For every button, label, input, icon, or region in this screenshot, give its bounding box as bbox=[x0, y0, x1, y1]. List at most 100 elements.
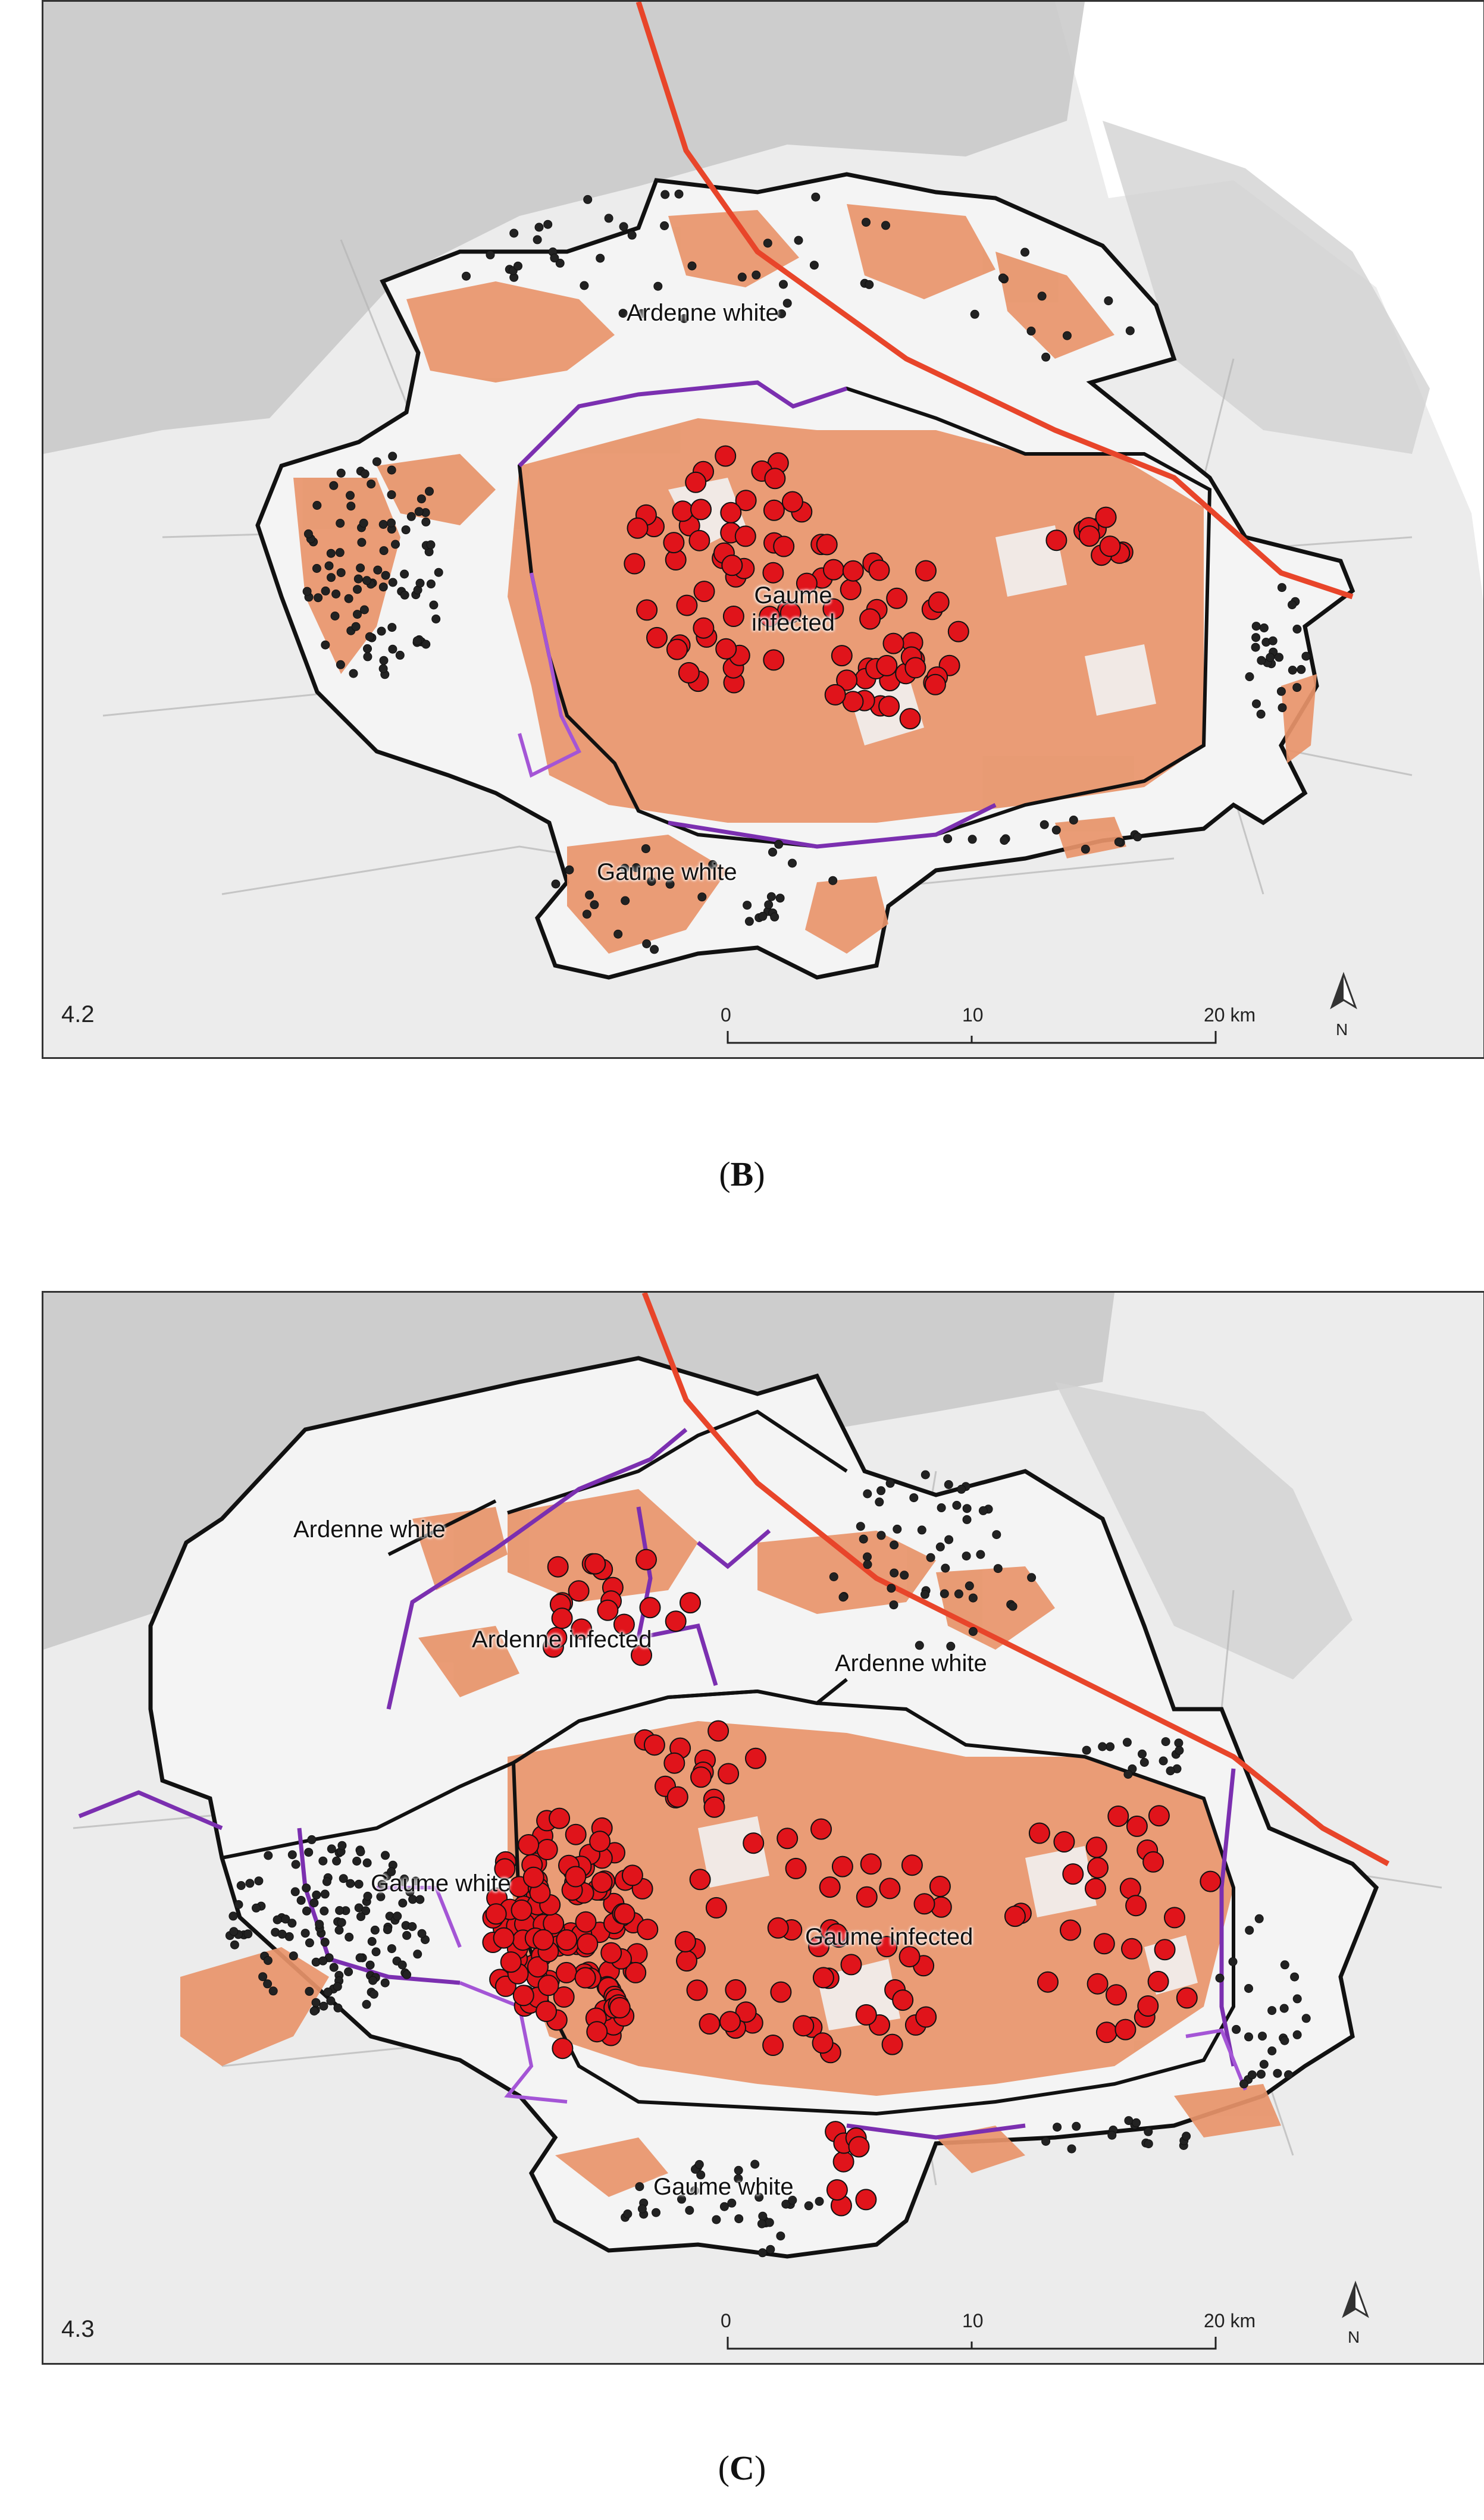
infected-carcass-point bbox=[586, 2021, 608, 2043]
fence-lines-light bbox=[377, 1886, 1247, 2104]
infected-carcass-point bbox=[575, 1911, 597, 1933]
white-carcass-point bbox=[1133, 832, 1142, 842]
infected-carcass-point bbox=[680, 1592, 701, 1614]
label-gaume-infected: Gaume infected bbox=[751, 582, 835, 636]
white-carcass-point bbox=[758, 911, 768, 921]
infected-carcass-point bbox=[876, 654, 898, 676]
white-carcass-point bbox=[378, 582, 388, 592]
white-carcass-point bbox=[318, 1956, 328, 1966]
white-carcass-point bbox=[309, 2007, 319, 2016]
label-ardenne-white: Ardenne white bbox=[627, 300, 779, 326]
infected-carcass-point bbox=[522, 1866, 544, 1888]
white-carcass-point bbox=[809, 261, 819, 270]
infected-carcass-point bbox=[1085, 1836, 1107, 1858]
infected-carcass-point bbox=[859, 608, 881, 630]
forest-patches bbox=[180, 1489, 1281, 2197]
white-carcass-point bbox=[1301, 2014, 1311, 2023]
white-carcass-point bbox=[1267, 2006, 1277, 2016]
white-carcass-point bbox=[687, 261, 697, 271]
white-carcass-point bbox=[909, 1493, 919, 1503]
white-carcass-point bbox=[758, 2211, 768, 2221]
white-carcass-point bbox=[387, 1944, 396, 1954]
infected-carcass-point bbox=[527, 1956, 549, 1978]
white-carcass-point bbox=[312, 501, 322, 510]
infected-carcass-point bbox=[745, 1747, 766, 1769]
white-carcass-point bbox=[332, 1856, 342, 1866]
infected-carcass-point bbox=[613, 1903, 635, 1925]
white-carcass-point bbox=[1280, 1960, 1289, 1970]
infected-carcass-point bbox=[689, 1869, 711, 1891]
white-carcass-point bbox=[388, 644, 397, 654]
white-carcass-point bbox=[314, 593, 323, 603]
infected-carcass-point bbox=[781, 491, 803, 513]
white-carcass-point bbox=[1292, 1994, 1302, 2004]
white-carcass-point bbox=[1254, 1914, 1264, 1923]
white-carcass-point bbox=[856, 1522, 865, 1531]
infected-carcass-point bbox=[899, 708, 921, 730]
white-carcass-point bbox=[381, 571, 390, 580]
infected-carcass-point bbox=[762, 2035, 784, 2056]
infected-carcass-point bbox=[688, 529, 710, 551]
white-carcass-point bbox=[1040, 820, 1049, 829]
infected-carcass-point bbox=[631, 1644, 652, 1666]
white-carcass-point bbox=[993, 1564, 1003, 1574]
infected-carcass-point bbox=[643, 1734, 665, 1756]
white-carcass-point bbox=[962, 1552, 971, 1561]
white-carcass-point bbox=[582, 910, 591, 919]
infected-carcass-point bbox=[836, 669, 858, 691]
infected-carcass-point bbox=[1200, 1870, 1222, 1892]
white-carcass-point bbox=[1122, 1738, 1132, 1747]
white-carcass-point bbox=[354, 1879, 364, 1889]
white-carcass-point bbox=[1292, 2030, 1302, 2039]
white-carcass-point bbox=[229, 1927, 239, 1936]
white-carcass-point bbox=[766, 2245, 775, 2254]
infected-carcass-point bbox=[1037, 1971, 1059, 1993]
white-carcass-point bbox=[356, 563, 365, 573]
white-carcass-point bbox=[690, 2186, 699, 2195]
infected-carcass-point bbox=[882, 632, 904, 654]
white-carcass-point bbox=[367, 479, 376, 489]
infected-carcass-point bbox=[597, 1599, 619, 1621]
white-carcass-point bbox=[1258, 2032, 1267, 2041]
white-carcass-point bbox=[1069, 816, 1078, 825]
white-carcass-point bbox=[1244, 2032, 1253, 2042]
white-carcass-point bbox=[379, 656, 389, 665]
infected-carcass-point bbox=[591, 1872, 613, 1893]
white-carcass-point bbox=[650, 945, 659, 954]
white-carcass-point bbox=[794, 236, 803, 245]
label-ardenne-white-nw: Ardenne white bbox=[293, 1516, 446, 1543]
infected-carcass-point bbox=[759, 606, 781, 628]
carcass-points bbox=[302, 189, 1311, 954]
white-carcass-point bbox=[331, 590, 341, 598]
white-carcass-point bbox=[863, 1560, 872, 1569]
infected-carcass-point bbox=[881, 2033, 903, 2055]
white-carcass-point bbox=[415, 1895, 425, 1904]
white-carcass-point bbox=[743, 901, 752, 910]
white-carcass-point bbox=[302, 587, 312, 596]
label-ardenne-white-e: Ardenne white bbox=[835, 1650, 987, 1676]
white-carcass-point bbox=[327, 1844, 336, 1854]
white-carcass-point bbox=[776, 2231, 785, 2241]
white-carcass-point bbox=[302, 1906, 311, 1916]
infected-carcass-point bbox=[637, 1919, 659, 1941]
white-carcass-point bbox=[992, 1530, 1001, 1540]
terrain-relief-ne bbox=[1103, 121, 1430, 454]
white-carcass-point bbox=[365, 632, 374, 641]
white-carcass-point bbox=[335, 1906, 345, 1915]
white-carcass-point bbox=[881, 221, 890, 230]
white-carcass-point bbox=[330, 612, 340, 620]
white-carcass-point bbox=[838, 1593, 848, 1602]
white-carcass-point bbox=[647, 877, 656, 886]
white-carcass-point bbox=[534, 222, 544, 232]
infected-carcass-point bbox=[777, 1828, 799, 1850]
white-carcass-point bbox=[356, 1912, 365, 1922]
white-carcass-point bbox=[315, 1920, 324, 1929]
white-carcass-point bbox=[367, 1937, 377, 1946]
infected-carcass-point bbox=[639, 1597, 661, 1619]
white-carcass-point bbox=[893, 1524, 902, 1534]
white-carcass-point bbox=[264, 1851, 273, 1860]
white-carcass-point bbox=[333, 1982, 342, 1991]
infected-carcass-point bbox=[511, 1899, 533, 1921]
white-carcass-point bbox=[764, 900, 774, 910]
white-carcass-point bbox=[353, 574, 363, 584]
